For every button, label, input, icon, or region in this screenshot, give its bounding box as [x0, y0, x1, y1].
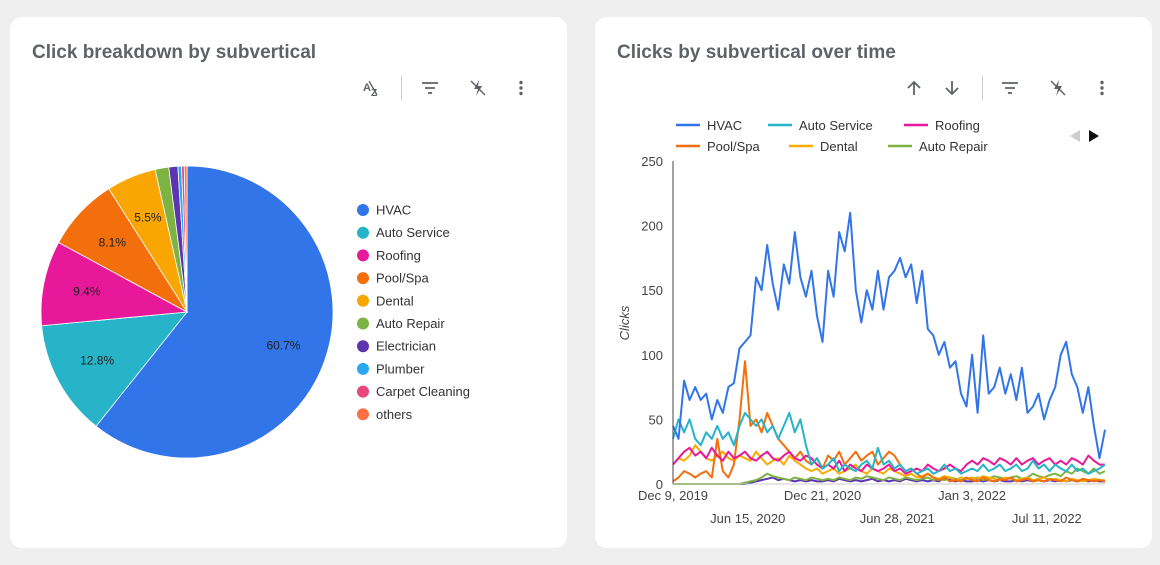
legend-swatch: [357, 294, 369, 307]
legend-next-page-icon[interactable]: [1087, 125, 1101, 147]
legend-swatch: [357, 362, 369, 375]
pie-data-label: 12.8%: [80, 354, 114, 368]
pie-chart-title: Click breakdown by subvertical: [32, 42, 317, 63]
legend-label: Carpet Cleaning: [376, 384, 470, 399]
legend-label: Auto Repair: [376, 316, 445, 331]
cross-filter-off-icon[interactable]: [467, 77, 489, 99]
legend-label: HVAC: [376, 203, 411, 218]
pie-data-label: 8.1%: [99, 235, 127, 249]
legend-swatch: [357, 249, 369, 262]
more-vert-icon[interactable]: [1091, 77, 1113, 99]
pie-slice-roofing: [40, 241, 189, 327]
legend-swatch: [357, 226, 369, 239]
arrow-up-icon[interactable]: [903, 77, 925, 99]
toolbar-divider: [982, 76, 983, 100]
pie-data-label: 60.7%: [266, 339, 300, 353]
legend-prev-page-icon[interactable]: [1068, 125, 1082, 147]
legend-label: Auto Service: [376, 225, 450, 240]
legend-label: Plumber: [376, 361, 425, 376]
arrow-down-icon[interactable]: [941, 77, 963, 99]
legend-swatch: [357, 272, 369, 285]
legend-label: Pool/Spa: [376, 271, 430, 286]
filter-icon[interactable]: [999, 77, 1021, 99]
pie-slice-hvac: [95, 165, 334, 459]
legend-swatch: [357, 204, 369, 216]
pie-data-label: 9.4%: [73, 285, 101, 299]
legend-swatch: [357, 317, 369, 330]
toolbar-divider: [401, 76, 402, 100]
pie-slice-others: [183, 165, 188, 313]
pie-data-label: 5.5%: [134, 211, 162, 225]
legend-swatch: [357, 408, 369, 421]
legend-swatch: [357, 385, 369, 398]
more-vert-icon[interactable]: [510, 77, 532, 99]
svg-text:Z: Z: [371, 88, 377, 99]
legend-label: others: [376, 407, 413, 422]
filter-icon[interactable]: [419, 77, 441, 99]
legend-swatch: [357, 340, 369, 353]
cross-filter-off-icon[interactable]: [1047, 77, 1069, 99]
legend-label: Dental: [376, 293, 414, 308]
legend-label: Electrician: [376, 339, 436, 354]
pie-slice-auto-service: [41, 311, 188, 427]
legend-label: Roofing: [376, 248, 421, 263]
svg-text:A: A: [363, 82, 371, 94]
line-chart-title: Clicks by subvertical over time: [617, 42, 896, 63]
